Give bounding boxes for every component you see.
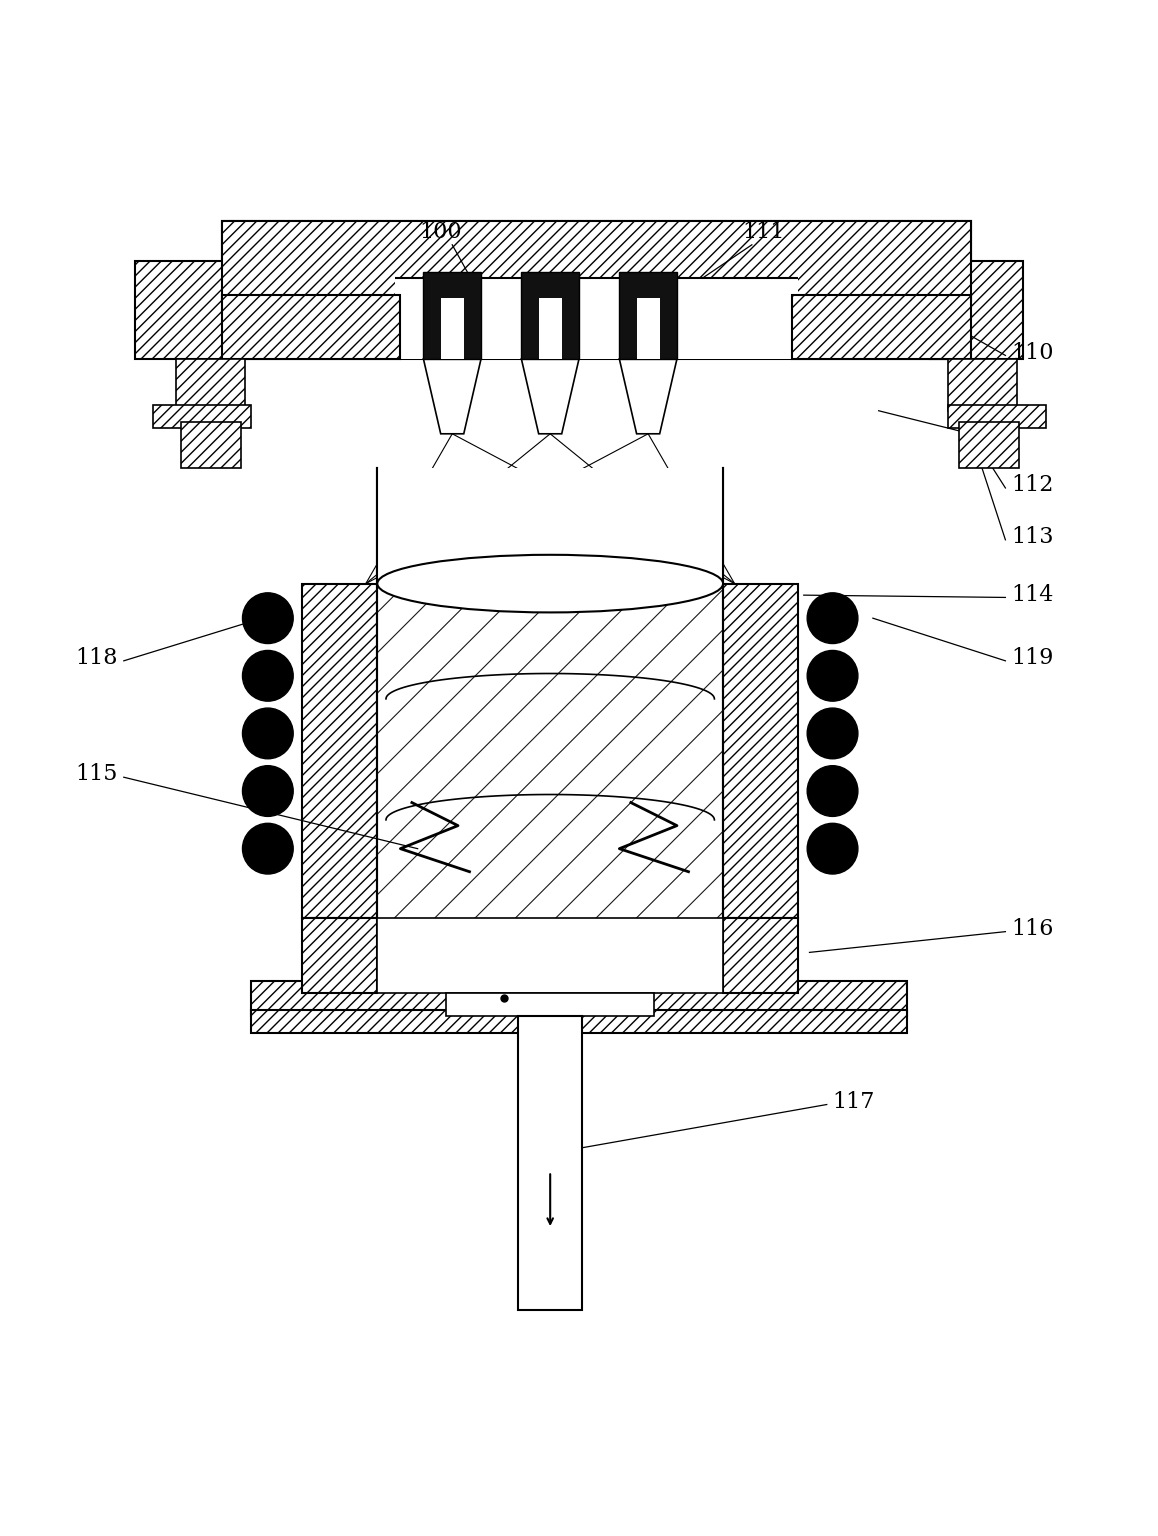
Text: 118: 118 [75, 647, 118, 670]
Bar [221, 221, 970, 301]
Bar [378, 919, 723, 992]
Bar [424, 272, 481, 359]
Bar [959, 422, 1019, 468]
Bar [302, 584, 378, 919]
Bar [931, 261, 1023, 359]
Text: 100: 100 [419, 221, 462, 243]
Polygon shape [424, 359, 481, 433]
Circle shape [242, 708, 293, 759]
Text: 113: 113 [1011, 527, 1054, 548]
Polygon shape [620, 359, 677, 433]
Text: 115: 115 [75, 762, 118, 785]
Circle shape [242, 823, 293, 874]
Bar [447, 992, 654, 1015]
Bar [135, 261, 227, 359]
Bar [620, 272, 677, 359]
Bar [947, 359, 1017, 410]
Bar [637, 298, 660, 359]
Text: 114: 114 [1011, 584, 1054, 605]
Bar [250, 982, 908, 1015]
Circle shape [807, 650, 858, 700]
Bar [519, 1015, 581, 1310]
Bar [153, 406, 250, 429]
Circle shape [807, 593, 858, 644]
Text: 110: 110 [1011, 343, 1054, 364]
Bar [250, 1011, 908, 1034]
Bar [723, 584, 798, 919]
Bar [441, 298, 463, 359]
Text: 116: 116 [1011, 919, 1054, 940]
Bar [221, 221, 970, 359]
Ellipse shape [378, 554, 723, 613]
Bar [182, 422, 241, 468]
Text: 117: 117 [833, 1091, 875, 1114]
Polygon shape [378, 468, 723, 584]
Bar [947, 406, 1046, 429]
Polygon shape [521, 359, 579, 433]
Circle shape [242, 765, 293, 817]
Circle shape [807, 765, 858, 817]
Circle shape [242, 593, 293, 644]
Bar [792, 295, 970, 359]
Bar [395, 278, 798, 359]
Bar [521, 272, 579, 359]
Bar [176, 359, 244, 410]
Text: 119: 119 [1011, 647, 1054, 670]
Circle shape [242, 650, 293, 700]
Bar [302, 919, 378, 992]
Bar [538, 298, 562, 359]
Text: 112: 112 [1011, 475, 1054, 496]
Bar [723, 919, 798, 992]
Circle shape [807, 823, 858, 874]
Circle shape [807, 708, 858, 759]
Bar [221, 295, 401, 359]
Text: 111: 111 [742, 221, 785, 243]
